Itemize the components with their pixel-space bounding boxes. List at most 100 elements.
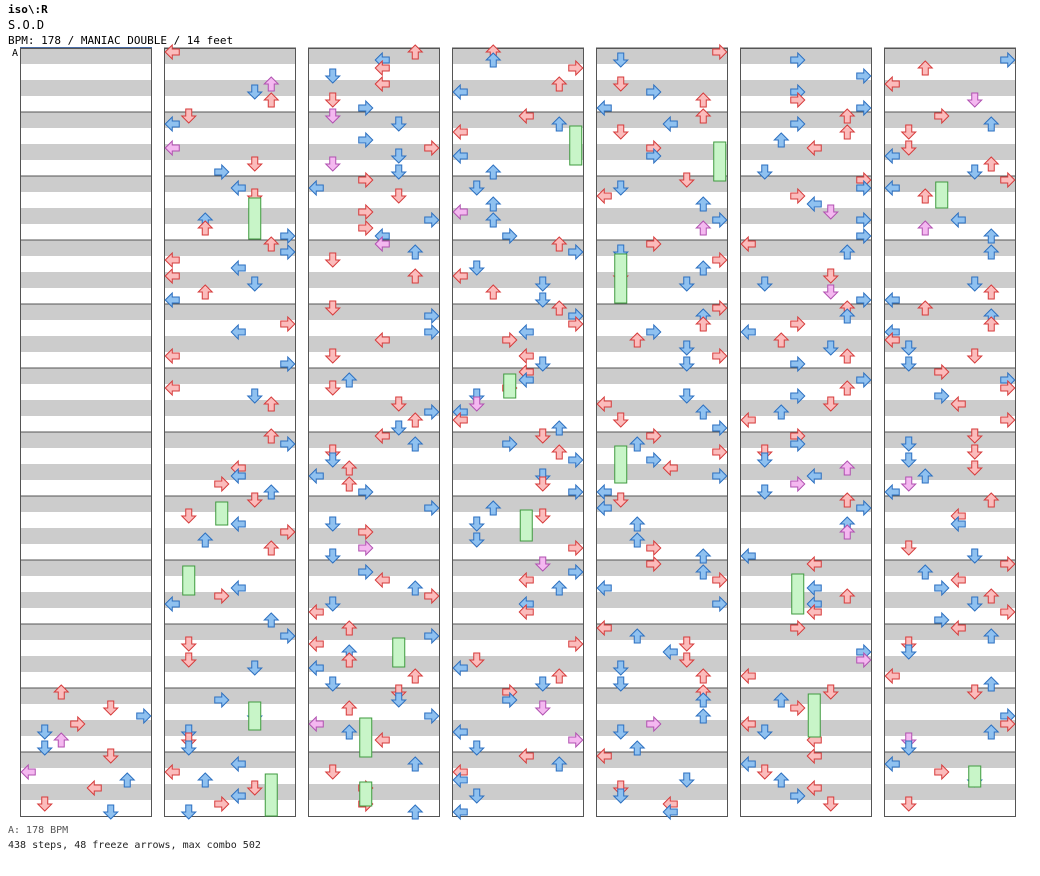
beat-stripe	[884, 496, 1016, 512]
step-arrow	[822, 796, 839, 812]
step-arrow	[612, 788, 629, 804]
step-arrow	[950, 619, 966, 637]
beat-stripe	[596, 560, 728, 576]
step-arrow	[551, 300, 568, 316]
step-arrow	[407, 44, 424, 60]
step-arrow	[263, 540, 280, 556]
step-arrow	[678, 276, 695, 292]
step-arrow	[917, 188, 934, 204]
beat-stripe	[740, 752, 872, 768]
freeze-arrow	[968, 765, 982, 788]
step-arrow	[20, 763, 36, 781]
beat-stripe	[884, 368, 1016, 384]
beat-stripe	[596, 528, 728, 544]
step-arrow	[180, 804, 197, 820]
step-arrow	[164, 139, 180, 157]
step-arrow	[246, 388, 263, 404]
chart-info: BPM: 178 / MANIAC DOUBLE / 14 feet	[8, 34, 234, 47]
step-arrow	[502, 227, 518, 245]
step-arrow	[966, 428, 983, 444]
step-arrow	[806, 139, 822, 157]
step-arrow	[790, 355, 806, 373]
step-arrow	[884, 331, 900, 349]
step-arrow	[966, 548, 983, 564]
step-arrow	[324, 348, 341, 364]
step-arrow	[164, 115, 180, 133]
beat-stripe	[164, 720, 296, 736]
beat-stripe	[308, 432, 440, 448]
beat-stripe	[740, 464, 872, 480]
beat-stripe	[596, 208, 728, 224]
step-arrow	[180, 740, 197, 756]
step-arrow	[551, 236, 568, 252]
step-arrow	[119, 772, 136, 788]
step-arrow	[534, 292, 551, 308]
step-arrow	[712, 43, 728, 61]
step-arrow	[934, 387, 950, 405]
step-arrow	[341, 724, 358, 740]
step-arrow	[390, 116, 407, 132]
beat-stripe	[452, 528, 584, 544]
beat-stripe	[308, 240, 440, 256]
step-arrow	[324, 764, 341, 780]
beat-stripe	[164, 560, 296, 576]
step-arrow	[534, 676, 551, 692]
step-arrow	[596, 499, 612, 517]
step-arrow	[646, 147, 662, 165]
beat-stripe	[452, 80, 584, 96]
step-arrow	[374, 731, 390, 749]
beat-stripe	[20, 592, 152, 608]
step-arrow	[568, 483, 584, 501]
step-arrow	[424, 499, 440, 517]
step-arrow	[712, 467, 728, 485]
step-arrow	[612, 180, 629, 196]
step-arrow	[839, 524, 856, 540]
step-arrow	[390, 148, 407, 164]
step-arrow	[518, 603, 534, 621]
step-arrow	[230, 467, 246, 485]
step-arrow	[164, 379, 180, 397]
step-arrow	[884, 755, 900, 773]
beat-stripe	[452, 432, 584, 448]
step-arrow	[1000, 411, 1016, 429]
beat-stripe	[596, 304, 728, 320]
beat-stripe	[740, 720, 872, 736]
step-arrow	[568, 451, 584, 469]
beat-stripe	[20, 240, 152, 256]
beat-stripe	[308, 400, 440, 416]
step-arrow	[983, 628, 1000, 644]
step-arrow	[900, 644, 917, 660]
beat-stripe	[308, 592, 440, 608]
beat-stripe	[596, 592, 728, 608]
beat-stripe	[740, 304, 872, 320]
step-arrow	[806, 555, 822, 573]
step-arrow	[934, 579, 950, 597]
step-arrow	[358, 131, 374, 149]
step-arrow	[280, 435, 296, 453]
beat-stripe	[452, 336, 584, 352]
step-arrow	[358, 171, 374, 189]
step-arrow	[534, 556, 551, 572]
step-arrow	[806, 779, 822, 797]
step-arrow	[900, 476, 917, 492]
step-arrow	[424, 323, 440, 341]
step-arrow	[839, 348, 856, 364]
step-arrow	[806, 467, 822, 485]
step-arrow	[966, 164, 983, 180]
beat-stripe	[596, 496, 728, 512]
beat-stripe	[164, 592, 296, 608]
step-arrow	[280, 315, 296, 333]
step-arrow	[839, 124, 856, 140]
step-arrow	[612, 676, 629, 692]
freeze-arrow	[248, 701, 262, 731]
beat-stripe	[452, 240, 584, 256]
beat-stripe	[164, 272, 296, 288]
step-arrow	[756, 276, 773, 292]
beat-stripe	[452, 48, 584, 64]
beat-stripe	[884, 688, 1016, 704]
step-arrow	[246, 780, 263, 796]
step-arrow	[280, 523, 296, 541]
beat-stripe	[596, 464, 728, 480]
beat-stripe	[596, 624, 728, 640]
beat-stripe	[452, 592, 584, 608]
